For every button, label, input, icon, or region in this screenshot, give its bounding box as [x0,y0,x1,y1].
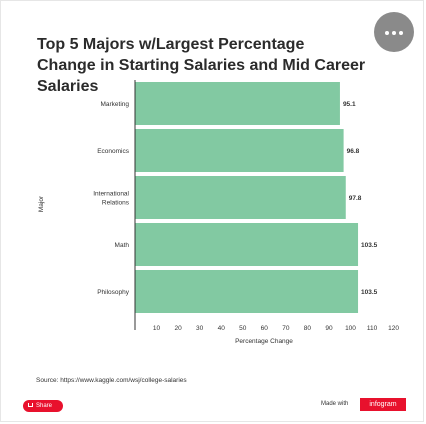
y-tick-label: Economics [97,148,130,155]
x-tick-label: 20 [174,325,182,332]
data-label: 103.5 [361,289,378,296]
source-note: Source: https://www.kaggle.com/wsj/colle… [36,377,187,384]
more-dots-icon [392,30,396,35]
x-tick-label: 10 [153,325,161,332]
bar-chart: Marketing Economics International Relations… [38,80,399,345]
data-label: 96.8 [347,148,360,155]
x-tick-label: 60 [261,325,269,332]
y-tick-label: Marketing [100,101,129,108]
chart-title: Top 5 Majors w/Largest Percentage Change… [37,36,366,95]
more-dots-icon [399,30,403,35]
x-tick-label: 40 [218,325,226,332]
x-tick-label: 100 [345,325,356,332]
more-options-button[interactable] [374,12,414,52]
more-dots-icon [385,30,389,35]
x-tick-label: 70 [282,325,290,332]
data-label: 95.1 [343,101,356,108]
x-tick-label: 90 [325,325,333,332]
share-label: Share [36,403,53,409]
x-axis-label: Percentage Change [235,338,293,345]
brand-link[interactable]: infogram [360,398,406,411]
x-tick-label: 120 [388,325,399,332]
x-tick-label: 30 [196,325,204,332]
share-icon [28,403,33,408]
y-tick-label: Philosophy [97,289,130,296]
bar [135,129,344,172]
bar [135,270,359,313]
x-tick-label: 80 [304,325,312,332]
data-label: 97.8 [349,195,362,202]
bar [135,82,340,125]
share-button[interactable]: Share [23,400,63,412]
bar [135,176,346,219]
bar [135,223,359,266]
y-axis-label: Major [38,195,45,212]
y-tick-label: International Relations [93,191,130,207]
x-tick-label: 110 [367,325,378,332]
y-tick-label: Math [115,242,130,249]
data-label: 103.5 [361,242,378,249]
x-tick-label: 50 [239,325,247,332]
made-with-label: Made with [321,401,349,407]
